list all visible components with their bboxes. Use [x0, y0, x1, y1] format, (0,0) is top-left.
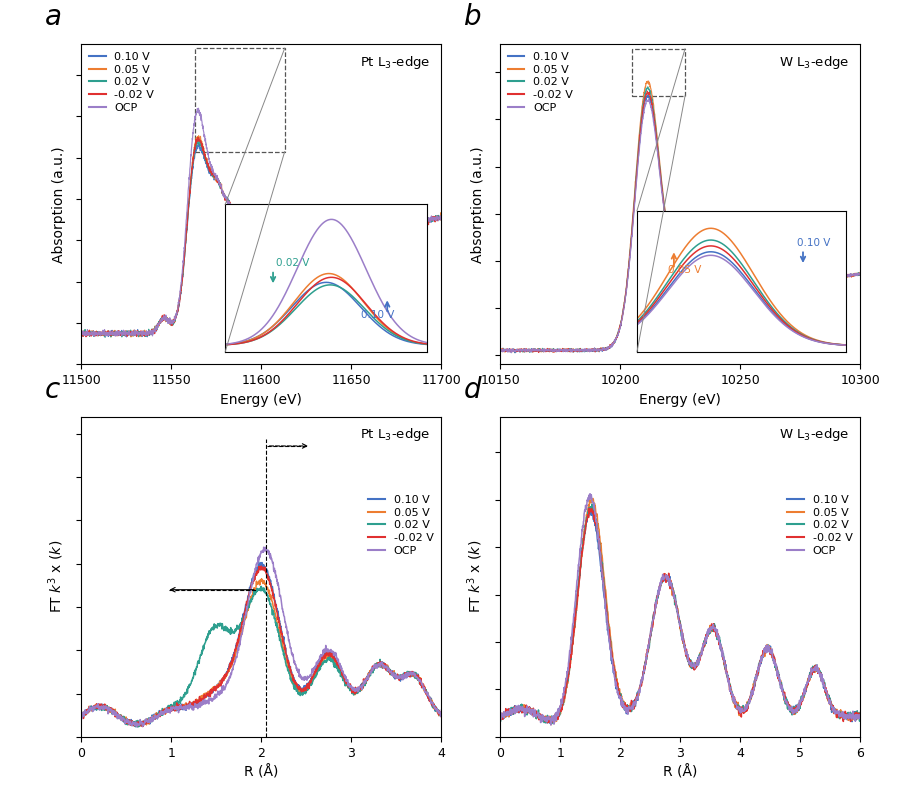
X-axis label: R (Å): R (Å) [244, 765, 278, 779]
Text: a: a [45, 3, 62, 31]
Y-axis label: FT $k^3$ x ($k$): FT $k^3$ x ($k$) [465, 540, 485, 614]
Text: W L$_3$-edge: W L$_3$-edge [779, 54, 850, 70]
Text: d: d [464, 376, 482, 404]
Y-axis label: Absorption (a.u.): Absorption (a.u.) [471, 146, 485, 263]
Text: c: c [45, 376, 60, 404]
Text: Pt L$_3$-edge: Pt L$_3$-edge [360, 54, 431, 70]
Text: b: b [464, 3, 482, 31]
X-axis label: Energy (eV): Energy (eV) [640, 392, 721, 407]
Y-axis label: Absorption (a.u.): Absorption (a.u.) [52, 146, 66, 263]
Text: Pt L$_3$-edge: Pt L$_3$-edge [360, 426, 431, 443]
Legend: 0.10 V, 0.05 V, 0.02 V, -0.02 V, OCP: 0.10 V, 0.05 V, 0.02 V, -0.02 V, OCP [366, 493, 436, 558]
Text: W L$_3$-edge: W L$_3$-edge [779, 426, 850, 443]
Bar [195, 48, 285, 151]
Legend: 0.10 V, 0.05 V, 0.02 V, -0.02 V, OCP: 0.10 V, 0.05 V, 0.02 V, -0.02 V, OCP [785, 493, 855, 558]
X-axis label: R (Å): R (Å) [663, 765, 697, 779]
X-axis label: Energy (eV): Energy (eV) [221, 392, 302, 407]
Legend: 0.10 V, 0.05 V, 0.02 V, -0.02 V, OCP: 0.10 V, 0.05 V, 0.02 V, -0.02 V, OCP [86, 50, 157, 115]
Y-axis label: FT $k^3$ x ($k$): FT $k^3$ x ($k$) [46, 540, 66, 614]
Bar [633, 49, 685, 96]
Legend: 0.10 V, 0.05 V, 0.02 V, -0.02 V, OCP: 0.10 V, 0.05 V, 0.02 V, -0.02 V, OCP [505, 50, 576, 115]
